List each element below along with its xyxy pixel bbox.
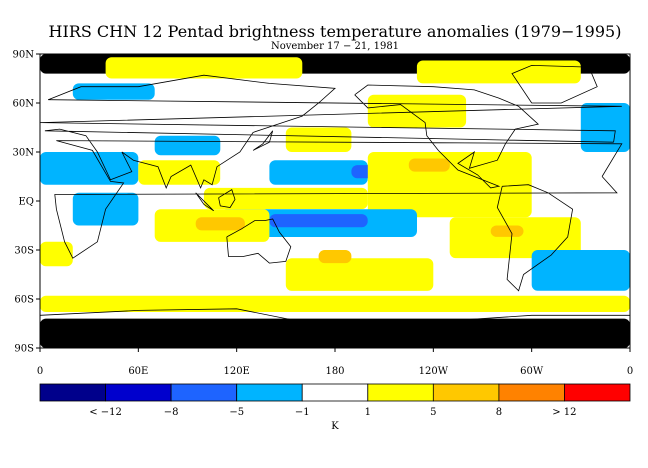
x-tick-label: 60W xyxy=(520,366,544,377)
coastlines xyxy=(39,64,630,329)
colorbar-unit-label: K xyxy=(331,421,339,432)
colorbar-boundary-label: < −12 xyxy=(89,407,122,418)
colorbar-boundary-label: −5 xyxy=(229,407,244,418)
x-tick-label: 0 xyxy=(37,366,43,377)
y-axis: 90N 60N 30N EQ 30S 60S 90S xyxy=(13,50,40,355)
anomaly-region xyxy=(285,258,434,291)
colorbar-swatch xyxy=(105,383,172,402)
x-axis: 0 60E 120E 180 120W 60W 0 xyxy=(37,348,633,377)
colorbar-swatch xyxy=(301,383,369,402)
x-tick-label: 120E xyxy=(223,366,249,377)
anomaly-region xyxy=(40,295,630,312)
anomaly-region xyxy=(154,135,221,156)
anomaly-region xyxy=(408,158,450,172)
colorbar-swatch xyxy=(170,383,238,402)
anomaly-region xyxy=(269,214,368,228)
anomaly-region xyxy=(490,225,524,237)
anomaly-region xyxy=(285,127,352,152)
colorbar-swatch xyxy=(498,383,565,402)
colorbar-swatch xyxy=(432,383,500,402)
colorbar-swatch xyxy=(236,383,303,402)
anomaly-region xyxy=(367,152,532,218)
y-tick-label: 30N xyxy=(13,148,35,159)
colorbar-boundary-label: > 12 xyxy=(552,407,576,418)
anomaly-region xyxy=(269,160,368,185)
anomaly-region xyxy=(138,160,221,185)
y-tick-label: 60S xyxy=(14,295,34,306)
chart-subtitle: November 17 − 21, 1981 xyxy=(271,41,399,52)
anomaly-region xyxy=(40,152,139,185)
anomaly-region xyxy=(203,187,368,210)
x-tick-label: 120W xyxy=(419,366,449,377)
colorbar-boundary-label: 5 xyxy=(430,407,436,418)
colorbar-boundary-label: 8 xyxy=(496,407,502,418)
anomaly-region xyxy=(318,250,352,264)
colorbar-boundary-label: −8 xyxy=(164,407,179,418)
anomaly-region xyxy=(195,217,245,231)
y-tick-label: 30S xyxy=(14,246,34,257)
y-tick-label: 90S xyxy=(14,344,34,355)
colorbar-swatch xyxy=(39,383,106,402)
colorbar-swatch xyxy=(367,383,434,402)
anomaly-region xyxy=(105,57,303,79)
x-tick-label: 180 xyxy=(325,366,344,377)
x-tick-label: 60E xyxy=(128,366,148,377)
anomaly-region xyxy=(580,103,630,152)
anomaly-regions xyxy=(40,54,630,348)
anomaly-region xyxy=(531,250,630,291)
anomaly-region xyxy=(449,217,581,259)
colorbar-swatch xyxy=(564,383,631,402)
anomaly-region xyxy=(367,94,467,128)
anomaly-region xyxy=(72,83,155,100)
y-tick-label: EQ xyxy=(19,197,35,208)
chart-title: HIRS CHN 12 Pentad brightness temperatur… xyxy=(49,22,622,41)
x-tick-label: 0 xyxy=(627,366,633,377)
anomaly-region xyxy=(40,241,73,267)
anomaly-region xyxy=(40,318,630,348)
colorbar-boundary-label: 1 xyxy=(365,407,371,418)
y-tick-label: 90N xyxy=(13,50,35,61)
anomaly-map xyxy=(39,53,631,349)
anomaly-region xyxy=(416,60,581,84)
colorbar-boundary-label: −1 xyxy=(295,407,310,418)
y-tick-label: 60N xyxy=(13,99,35,110)
colorbar: < −12 −8 −5 −1 1 5 8 > 12 xyxy=(39,383,631,418)
